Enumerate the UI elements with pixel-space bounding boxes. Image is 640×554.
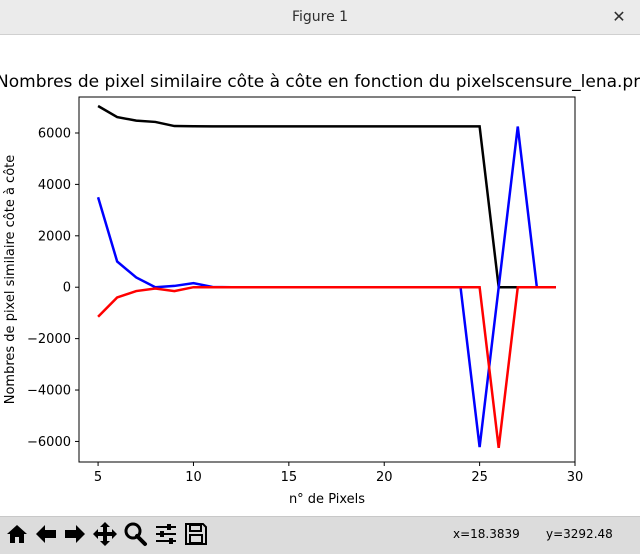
x-tick-label: 15 [281, 470, 298, 485]
y-tick-label: −4000 [27, 384, 71, 399]
chart-title: Nombres de pixel similaire côte à côte e… [0, 72, 640, 92]
line-chart: Nombres de pixel similaire côte à côte e… [0, 72, 640, 507]
close-icon[interactable]: ✕ [612, 7, 626, 26]
cursor-y-readout: y=3292.48 [546, 527, 613, 541]
forward-arrow-icon [65, 525, 85, 543]
pan-move-icon [93, 522, 117, 546]
window-title: Figure 1 [291, 9, 349, 25]
y-tick-label: 4000 [38, 178, 71, 193]
y-tick-label: 0 [63, 281, 71, 296]
series-line-1 [97, 104, 556, 289]
pan-button[interactable] [92, 521, 118, 547]
y-tick-label: −2000 [27, 332, 71, 347]
window-titlebar: Figure 1 ✕ [0, 0, 640, 35]
navigation-toolbar: x=18.3839 y=3292.48 [0, 516, 640, 554]
x-tick-label: 25 [471, 470, 488, 485]
back-arrow-icon [36, 525, 56, 543]
save-button[interactable] [183, 521, 209, 547]
y-axis-label: Nombres de pixel similaire côte à côte [3, 155, 18, 405]
subplots-config-icon [156, 524, 176, 544]
figure-canvas[interactable]: Nombres de pixel similaire côte à côte e… [0, 35, 640, 516]
x-axis-ticks: 5 10 15 20 25 30 [94, 462, 583, 485]
x-tick-label: 30 [567, 470, 584, 485]
x-axis-label: n° de Pixels [289, 492, 365, 507]
back-button[interactable] [33, 521, 59, 547]
y-tick-label: −6000 [27, 435, 71, 450]
x-tick-label: 20 [376, 470, 393, 485]
plot-axes-frame [78, 96, 576, 463]
y-axis-ticks: −6000 −4000 −2000 0 2000 4000 6000 [27, 126, 79, 450]
home-icon [7, 525, 27, 543]
x-tick-label: 5 [94, 470, 102, 485]
y-tick-label: 6000 [38, 126, 71, 141]
series-line-3 [97, 285, 556, 449]
configure-subplots-button[interactable] [153, 521, 179, 547]
series-layer [96, 104, 556, 449]
forward-button[interactable] [62, 521, 88, 547]
cursor-x-readout: x=18.3839 [453, 527, 520, 541]
zoom-button[interactable] [122, 521, 148, 547]
home-button[interactable] [4, 521, 30, 547]
y-tick-label: 2000 [38, 229, 71, 244]
save-floppy-icon [185, 523, 207, 545]
x-tick-label: 10 [185, 470, 202, 485]
zoom-magnifier-icon [124, 522, 147, 546]
